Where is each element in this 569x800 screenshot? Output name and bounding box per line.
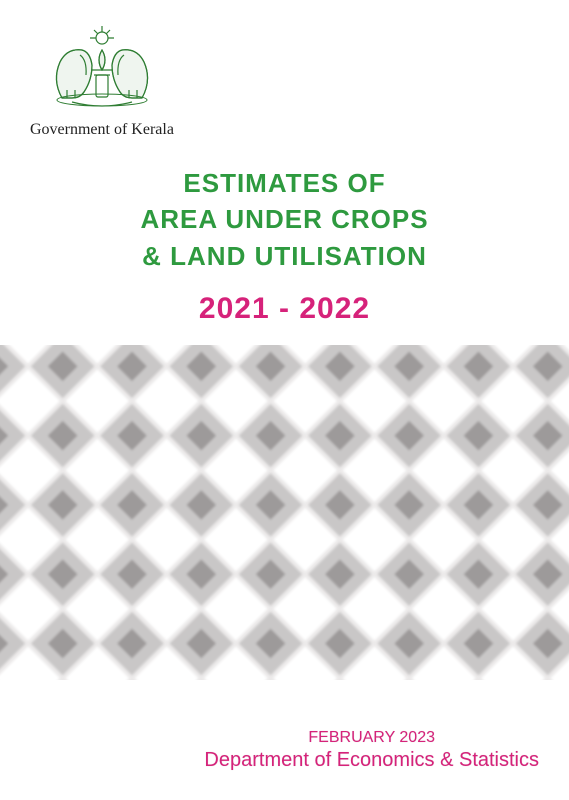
- title-line-3: & LAND UTILISATION: [0, 238, 569, 274]
- footer-block: FEBRUARY 2023 Department of Economics & …: [204, 729, 539, 772]
- footer-department: Department of Economics & Statistics: [204, 749, 539, 772]
- title-line-1: ESTIMATES OF: [0, 165, 569, 201]
- pattern-band: [0, 345, 569, 680]
- government-label: Government of Kerala: [30, 121, 174, 139]
- title-line-2: AREA UNDER CROPS: [0, 201, 569, 237]
- kerala-emblem-icon: [42, 20, 162, 110]
- title-block: ESTIMATES OF AREA UNDER CROPS & LAND UTI…: [0, 165, 569, 326]
- title-year: 2021 - 2022: [0, 292, 569, 326]
- footer-date: FEBRUARY 2023: [204, 729, 539, 747]
- emblem-block: Government of Kerala: [30, 20, 174, 139]
